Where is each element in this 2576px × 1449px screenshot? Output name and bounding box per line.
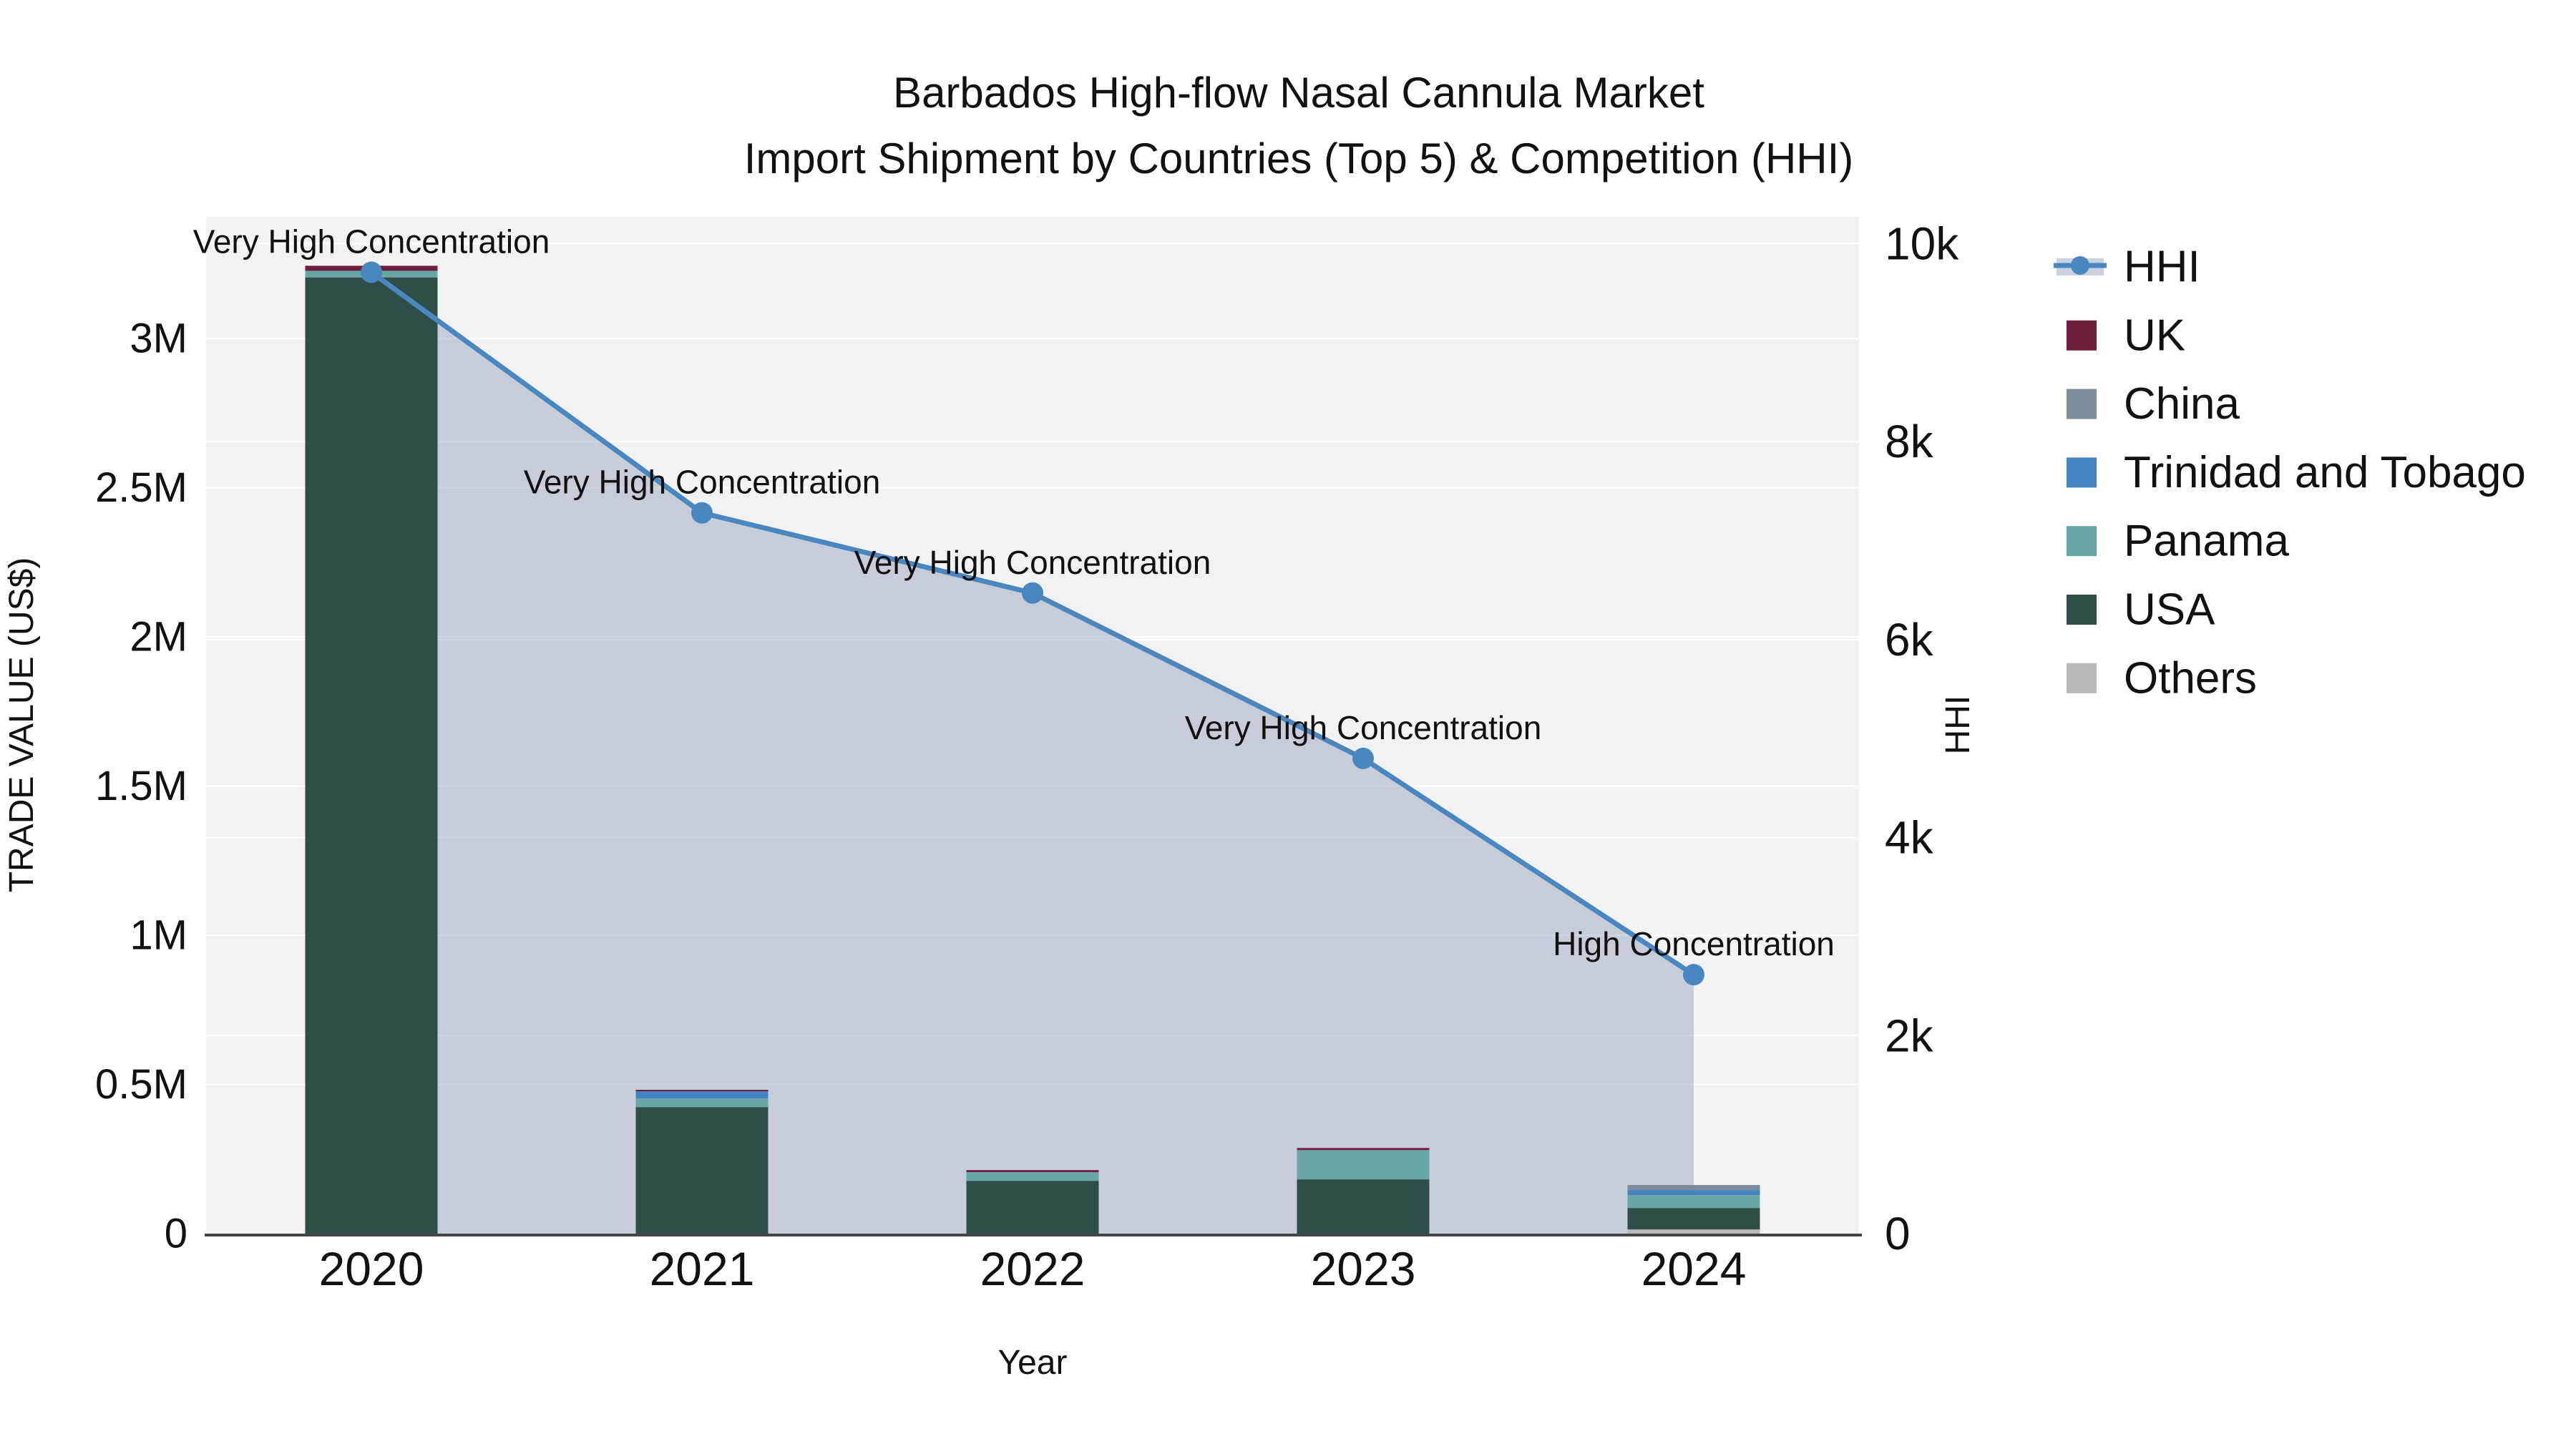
hhi-marker-2024[interactable]: [1683, 964, 1704, 986]
legend-label-trinidad-and-tobago: Trinidad and Tobago: [2124, 448, 2526, 497]
x-tick-2022: 2022: [980, 1242, 1085, 1295]
legend-label-china: China: [2124, 379, 2240, 429]
y-left-tick-2.5M: 2.5M: [95, 464, 187, 511]
legend-label-others: Others: [2124, 653, 2257, 703]
hhi-marker-2022[interactable]: [1022, 582, 1043, 604]
y-left-tick-2M: 2M: [130, 614, 187, 660]
hhi-marker-2021[interactable]: [691, 502, 713, 524]
legend-label-panama: Panama: [2124, 517, 2289, 566]
legend-swatch-others: [2067, 663, 2097, 693]
x-tick-2023: 2023: [1311, 1242, 1416, 1295]
y-right-tick-2k: 2k: [1885, 1010, 1934, 1061]
bar-segment-panama-2021[interactable]: [635, 1098, 769, 1108]
legend-item-china[interactable]: China: [2067, 379, 2240, 429]
bar-segment-usa-2023[interactable]: [1297, 1179, 1430, 1234]
bar-segment-trinidad-and-tobago-2024[interactable]: [1627, 1190, 1760, 1196]
x-tick-2024: 2024: [1641, 1242, 1747, 1295]
legend-label-hhi: HHI: [2124, 243, 2200, 292]
chart-title-line2: Import Shipment by Countries (Top 5) & C…: [744, 135, 1854, 182]
bar-segment-panama-2023[interactable]: [1297, 1150, 1430, 1180]
legend-hhi-marker-swatch: [2071, 256, 2089, 275]
annotation-2023: Very High Concentration: [1185, 709, 1542, 746]
legend-swatch-uk: [2067, 320, 2097, 351]
x-axis-title: Year: [998, 1344, 1068, 1382]
y-right-tick-10k: 10k: [1885, 218, 1959, 269]
bar-segment-uk-2021[interactable]: [635, 1090, 769, 1092]
legend-item-panama[interactable]: Panama: [2067, 517, 2289, 566]
y-left-tick-0: 0: [165, 1211, 187, 1257]
plot-root: Very High Concentration Very High Concent…: [95, 217, 2526, 1295]
y-left-tick-1M: 1M: [130, 912, 187, 959]
bar-segment-usa-2021[interactable]: [635, 1107, 769, 1234]
legend-swatch-china: [2067, 389, 2097, 419]
legend-label-uk: UK: [2124, 311, 2185, 360]
y-right-tick-0: 0: [1885, 1208, 1911, 1259]
legend-item-trinidad-and-tobago[interactable]: Trinidad and Tobago: [2067, 448, 2526, 497]
annotation-2021: Very High Concentration: [524, 464, 881, 501]
legend-swatch-panama: [2067, 526, 2097, 557]
annotation-2020: Very High Concentration: [193, 223, 550, 260]
bar-segment-panama-2022[interactable]: [966, 1172, 1099, 1181]
bar-segment-usa-2020[interactable]: [305, 277, 438, 1234]
bar-segment-usa-2022[interactable]: [966, 1181, 1099, 1234]
y-left-tick-0.5M: 0.5M: [95, 1061, 187, 1108]
bar-segment-usa-2024[interactable]: [1627, 1208, 1760, 1230]
legend-item-usa[interactable]: USA: [2067, 585, 2215, 635]
hhi-marker-2023[interactable]: [1352, 747, 1374, 769]
annotation-2022: Very High Concentration: [854, 544, 1211, 581]
legend-swatch-trinidad-and-tobago: [2067, 457, 2097, 488]
legend-label-usa: USA: [2124, 585, 2215, 635]
bar-segment-uk-2022[interactable]: [966, 1170, 1099, 1173]
legend-item-hhi[interactable]: HHI: [2054, 243, 2200, 292]
legend-item-others[interactable]: Others: [2067, 653, 2257, 703]
hhi-area-fill: [371, 272, 1694, 1234]
annotation-2024: High Concentration: [1553, 925, 1835, 962]
legend-swatch-usa: [2067, 595, 2097, 625]
y-right-tick-8k: 8k: [1885, 416, 1934, 467]
bar-segment-trinidad-and-tobago-2021[interactable]: [635, 1091, 769, 1099]
y-right-tick-6k: 6k: [1885, 614, 1934, 665]
plot-area[interactable]: [206, 217, 1859, 1234]
y-left-axis-title: TRADE VALUE (US$): [3, 557, 41, 893]
x-tick-2021: 2021: [650, 1242, 755, 1295]
y-left-tick-3M: 3M: [130, 316, 187, 362]
y-right-tick-4k: 4k: [1885, 812, 1934, 864]
hhi-marker-2020[interactable]: [361, 261, 382, 283]
bar-segment-others-2024[interactable]: [1627, 1229, 1760, 1234]
y-right-axis-title: HHI: [1939, 696, 1977, 755]
chart-title-line1: Barbados High-flow Nasal Cannula Market: [893, 69, 1704, 117]
y-left-tick-1.5M: 1.5M: [95, 763, 187, 809]
bar-segment-china-2024[interactable]: [1627, 1185, 1760, 1191]
bar-segment-panama-2024[interactable]: [1627, 1195, 1760, 1209]
bar-segment-uk-2023[interactable]: [1297, 1148, 1430, 1151]
legend-item-uk[interactable]: UK: [2067, 311, 2185, 360]
x-tick-2020: 2020: [319, 1242, 424, 1295]
